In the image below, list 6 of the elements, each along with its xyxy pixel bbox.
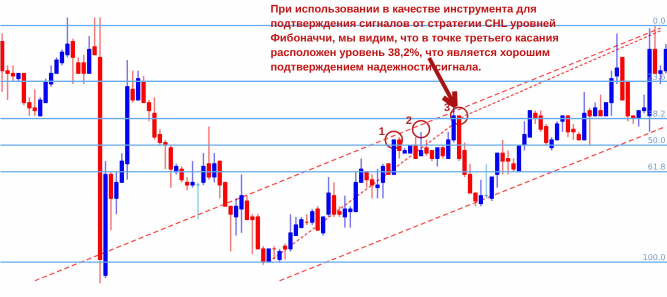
annotation: 50.0 [648, 136, 666, 146]
annotation: 61.8 [648, 162, 666, 172]
annotation: 0.0 [652, 16, 666, 26]
annotation: 1 [378, 126, 385, 138]
annotation: 100.0 [642, 253, 666, 262]
annotation: 3 [444, 102, 450, 114]
